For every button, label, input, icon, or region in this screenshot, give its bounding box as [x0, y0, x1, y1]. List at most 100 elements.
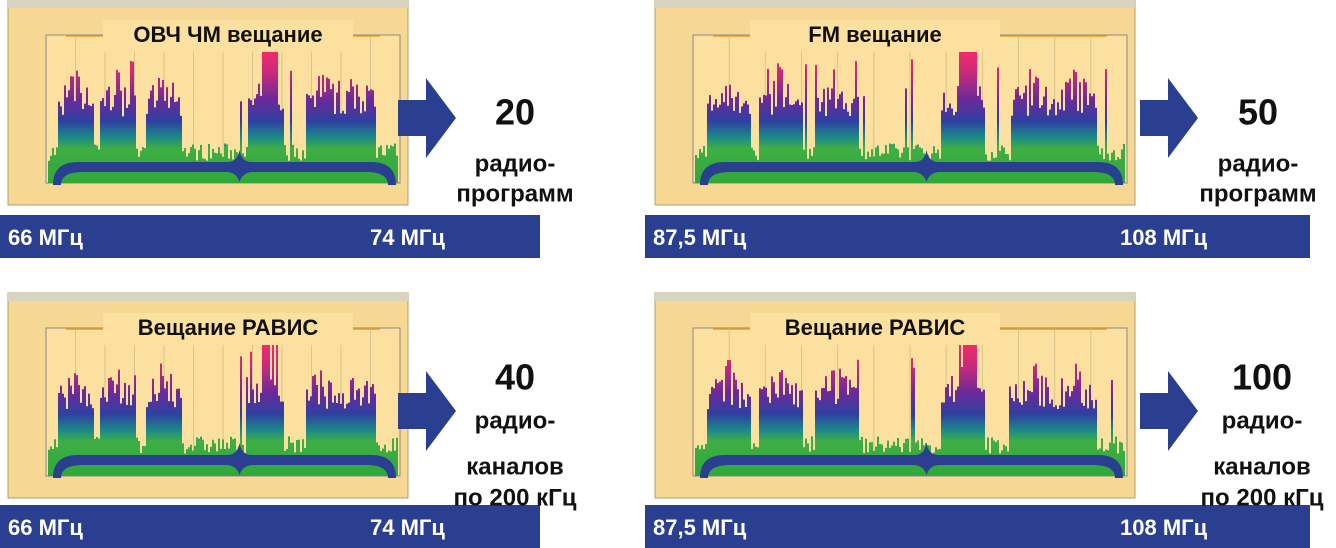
- description: радио-: [475, 150, 556, 177]
- freq-start: 87,5 МГц: [653, 515, 747, 540]
- description: радио-: [475, 407, 556, 434]
- spectrum-bar: [1055, 405, 1057, 476]
- panel-title: FM вещание: [808, 22, 941, 47]
- description: по 200 кГц: [1201, 484, 1324, 511]
- spectrum-bar: [1011, 116, 1013, 183]
- spectrum-bar: [174, 407, 176, 476]
- spectrum-bar: [48, 161, 50, 183]
- count: 20: [495, 92, 535, 133]
- spectrum-bar: [797, 407, 799, 476]
- spectrum-bar: [396, 438, 398, 476]
- description: программ: [1199, 180, 1316, 207]
- spectrum-bar: [180, 116, 182, 183]
- spectrum-bar: [733, 111, 735, 183]
- arrow: [1140, 371, 1198, 451]
- spectrum-bar: [699, 149, 701, 183]
- description: по 200 кГц: [454, 484, 577, 511]
- page: ОВЧ ЧМ вещание 66 МГц 74 МГц 20 радио-програ…: [0, 0, 1336, 548]
- spectrum-bar: [360, 406, 362, 476]
- spectrum-bar: [86, 406, 88, 476]
- spectrum-bar: [739, 408, 741, 476]
- description: радио-: [1218, 150, 1299, 177]
- spectrum-bar: [1093, 408, 1095, 476]
- spectrum-bar: [825, 116, 827, 183]
- spectrum-bar: [697, 445, 699, 476]
- spectrum-bar: [146, 114, 148, 183]
- spectrum-bar: [110, 110, 112, 183]
- spectrum-bar: [50, 447, 52, 476]
- spectrum-bar: [945, 112, 947, 183]
- count: 100: [1232, 357, 1292, 398]
- spectrum-bar: [1083, 406, 1085, 476]
- spectrum-bar: [695, 155, 697, 183]
- spectrum-bar: [48, 450, 50, 476]
- spectrum-bar: [1047, 115, 1049, 183]
- spectrum-bar: [254, 403, 256, 476]
- spectrum-bar: [955, 112, 957, 183]
- freq-start: 66 МГц: [8, 225, 83, 250]
- spectrum-bar: [1081, 113, 1083, 183]
- spectrum-bar: [1039, 406, 1041, 476]
- spectrum-bar: [1057, 409, 1059, 476]
- spectrum-bar: [1123, 451, 1125, 476]
- spectrum-bar: [1081, 403, 1083, 476]
- spectrum-bar: [695, 448, 697, 476]
- count: 50: [1238, 92, 1278, 133]
- spectrum-bar: [336, 403, 338, 476]
- spectrum-bar: [280, 110, 282, 183]
- spectrum-bar: [847, 112, 849, 183]
- spectrum-bar: [739, 113, 741, 183]
- description: каналов: [1213, 453, 1311, 480]
- description: радио-: [1222, 407, 1303, 434]
- spectrum-bar: [340, 404, 342, 476]
- description: программ: [456, 180, 573, 207]
- spectrum-bar: [344, 408, 346, 476]
- spectrum-bar: [326, 409, 328, 476]
- spectrum-bar: [344, 114, 346, 183]
- spectrum-bar: [92, 408, 94, 476]
- spectrum-bar: [360, 113, 362, 183]
- spectrum-bar: [126, 405, 128, 476]
- window-titlebar: [655, 293, 1135, 301]
- spectrum-bar: [835, 404, 837, 476]
- spectrum-bar: [318, 404, 320, 476]
- spectrum-bar: [1123, 144, 1125, 183]
- freq-end: 108 МГц: [1120, 515, 1208, 540]
- spectrum-bar: [953, 115, 955, 183]
- spectrum-bar: [745, 407, 747, 476]
- window-titlebar: [655, 0, 1135, 8]
- spectrum-bar: [1063, 407, 1065, 476]
- spectrum-bar: [122, 116, 124, 183]
- spectrum-bar: [1087, 408, 1089, 476]
- count: 40: [495, 357, 535, 398]
- spectrum-bar: [849, 116, 851, 183]
- spectrum-bar: [1027, 116, 1029, 183]
- spectrum-bar: [52, 148, 54, 183]
- spectrum-bar: [50, 156, 52, 183]
- spectrum-bar: [1053, 407, 1055, 476]
- window-titlebar: [8, 0, 408, 8]
- freq-end: 108 МГц: [1120, 225, 1208, 250]
- spectrum-bar: [771, 115, 773, 183]
- spectrum-bar: [819, 111, 821, 183]
- panel-title: Вещание РАВИС: [138, 315, 319, 340]
- spectrum-bar: [1021, 405, 1023, 476]
- spectrum-bar: [1077, 111, 1079, 183]
- window-titlebar: [8, 293, 408, 301]
- spectrum-bar: [1055, 115, 1057, 183]
- spectrum-bar: [130, 405, 132, 476]
- arrow: [1140, 78, 1198, 158]
- spectrum-bar: [1063, 110, 1065, 183]
- panel-title: Вещание РАВИС: [785, 315, 966, 340]
- spectrum-bar: [1043, 407, 1045, 476]
- spectrum-bar: [90, 404, 92, 476]
- panel-title: ОВЧ ЧМ вещание: [133, 22, 322, 47]
- spectrum-bar: [120, 404, 122, 477]
- spectrum-bar: [769, 403, 771, 476]
- spectrum-bar: [340, 113, 342, 183]
- freq-start: 87,5 МГц: [653, 225, 747, 250]
- freq-end: 74 МГц: [370, 515, 445, 540]
- spectrum-bar: [1059, 405, 1061, 476]
- spectrum-bar: [146, 407, 148, 476]
- freq-start: 66 МГц: [8, 515, 83, 540]
